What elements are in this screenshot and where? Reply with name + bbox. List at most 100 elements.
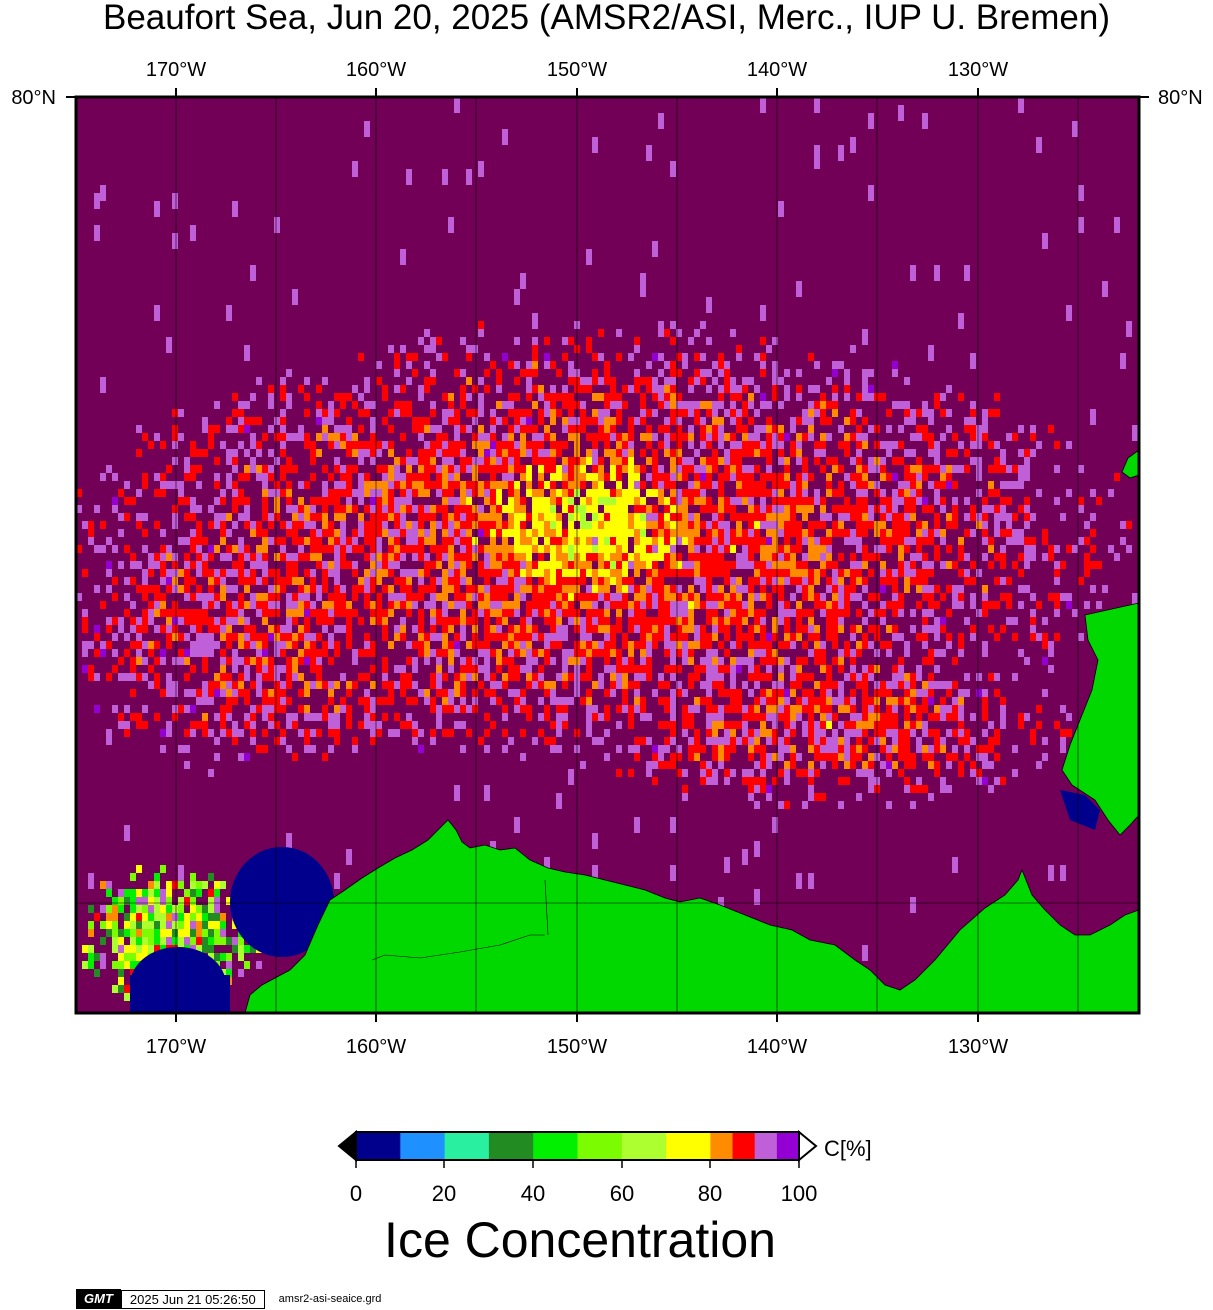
ice-cell — [682, 713, 688, 721]
ice-cell — [382, 585, 388, 593]
ice-cell — [550, 689, 556, 697]
ice-cell — [688, 545, 694, 553]
ice-cell — [1078, 465, 1084, 473]
ice-cell — [670, 697, 676, 705]
ice-cell — [454, 409, 460, 417]
ice-cell — [610, 489, 616, 497]
ice-cell — [172, 625, 178, 633]
ice-cell — [814, 753, 820, 761]
ice-cell — [532, 401, 538, 409]
ice-cell — [802, 505, 808, 513]
ice-cell — [514, 457, 520, 465]
ice-cell — [256, 529, 262, 537]
ice-cell — [544, 497, 550, 505]
ice-cell — [844, 433, 850, 441]
ice-cell — [268, 633, 274, 641]
ice-cell — [856, 393, 862, 401]
ice-cell — [922, 753, 928, 761]
ice-cell — [718, 513, 724, 521]
ice-cell — [838, 617, 844, 625]
ice-cell — [838, 721, 844, 729]
ice-cell — [796, 505, 802, 513]
ice-cell — [838, 569, 844, 577]
ice-cell — [220, 497, 226, 505]
ice-cell — [784, 513, 790, 521]
ice-cell — [616, 401, 622, 409]
ice-cell — [766, 425, 772, 433]
ice-cell — [670, 401, 676, 409]
ice-cell — [940, 617, 946, 625]
ice-cell — [706, 649, 712, 657]
ice-cell — [100, 905, 106, 913]
ice-cell — [610, 425, 616, 433]
ice-cell — [694, 513, 700, 521]
ice-cell — [748, 433, 754, 441]
ice-cell — [388, 585, 394, 593]
ice-cell — [556, 409, 562, 417]
ice-cell — [238, 657, 244, 665]
ice-cell — [238, 553, 244, 561]
ice-cell — [886, 505, 892, 513]
ice-cell — [160, 921, 166, 929]
ice-cell — [946, 409, 952, 417]
ice-cell — [838, 697, 844, 705]
ice-cell — [124, 929, 130, 937]
ice-cell — [1126, 545, 1132, 553]
ice-cell — [754, 841, 760, 857]
ice-cell — [712, 513, 718, 521]
ice-cell — [562, 465, 568, 473]
ice-cell — [604, 369, 610, 377]
ice-cell — [790, 417, 796, 425]
ice-cell — [1054, 569, 1060, 577]
ice-cell — [1102, 585, 1108, 593]
ice-cell — [520, 521, 526, 529]
ice-cell — [712, 553, 718, 561]
ice-cell — [298, 513, 304, 521]
ice-cell — [358, 457, 364, 465]
ice-cell — [472, 625, 478, 633]
ice-cell — [706, 369, 712, 377]
ice-cell — [322, 417, 328, 425]
ice-cell — [226, 657, 232, 665]
ice-cell — [484, 745, 490, 753]
ice-cell — [904, 721, 910, 729]
ice-cell — [808, 409, 814, 417]
ice-cell — [268, 513, 274, 521]
ice-cell — [676, 769, 682, 777]
ice-cell — [892, 681, 898, 689]
ice-cell — [754, 561, 760, 569]
ice-cell — [652, 505, 658, 513]
ice-cell — [292, 561, 298, 569]
ice-cell — [904, 681, 910, 689]
ice-cell — [844, 569, 850, 577]
ice-cell — [436, 649, 442, 657]
ice-cell — [298, 649, 304, 657]
ice-cell — [328, 721, 334, 729]
ice-cell — [580, 569, 586, 577]
ice-cell — [394, 577, 400, 585]
ice-cell — [748, 401, 754, 409]
ice-cell — [682, 569, 688, 577]
ice-cell — [478, 609, 484, 617]
ice-cell — [922, 745, 928, 753]
ice-cell — [676, 513, 682, 521]
ice-cell — [532, 369, 538, 377]
ice-cell — [316, 553, 322, 561]
ice-cell — [340, 481, 346, 489]
ice-cell — [742, 561, 748, 569]
ice-cell — [946, 609, 952, 617]
ice-cell — [160, 865, 166, 873]
ice-cell — [154, 489, 160, 497]
ice-cell — [850, 553, 856, 561]
ice-cell — [430, 545, 436, 553]
ice-cell — [850, 585, 856, 593]
ice-cell — [328, 521, 334, 529]
ice-cell — [532, 569, 538, 577]
ice-cell — [862, 633, 868, 641]
ice-cell — [550, 537, 556, 545]
ice-cell — [1054, 545, 1060, 553]
ice-cell — [910, 497, 916, 505]
ice-cell — [1084, 561, 1090, 569]
ice-cell — [454, 97, 460, 113]
ice-cell — [970, 513, 976, 521]
